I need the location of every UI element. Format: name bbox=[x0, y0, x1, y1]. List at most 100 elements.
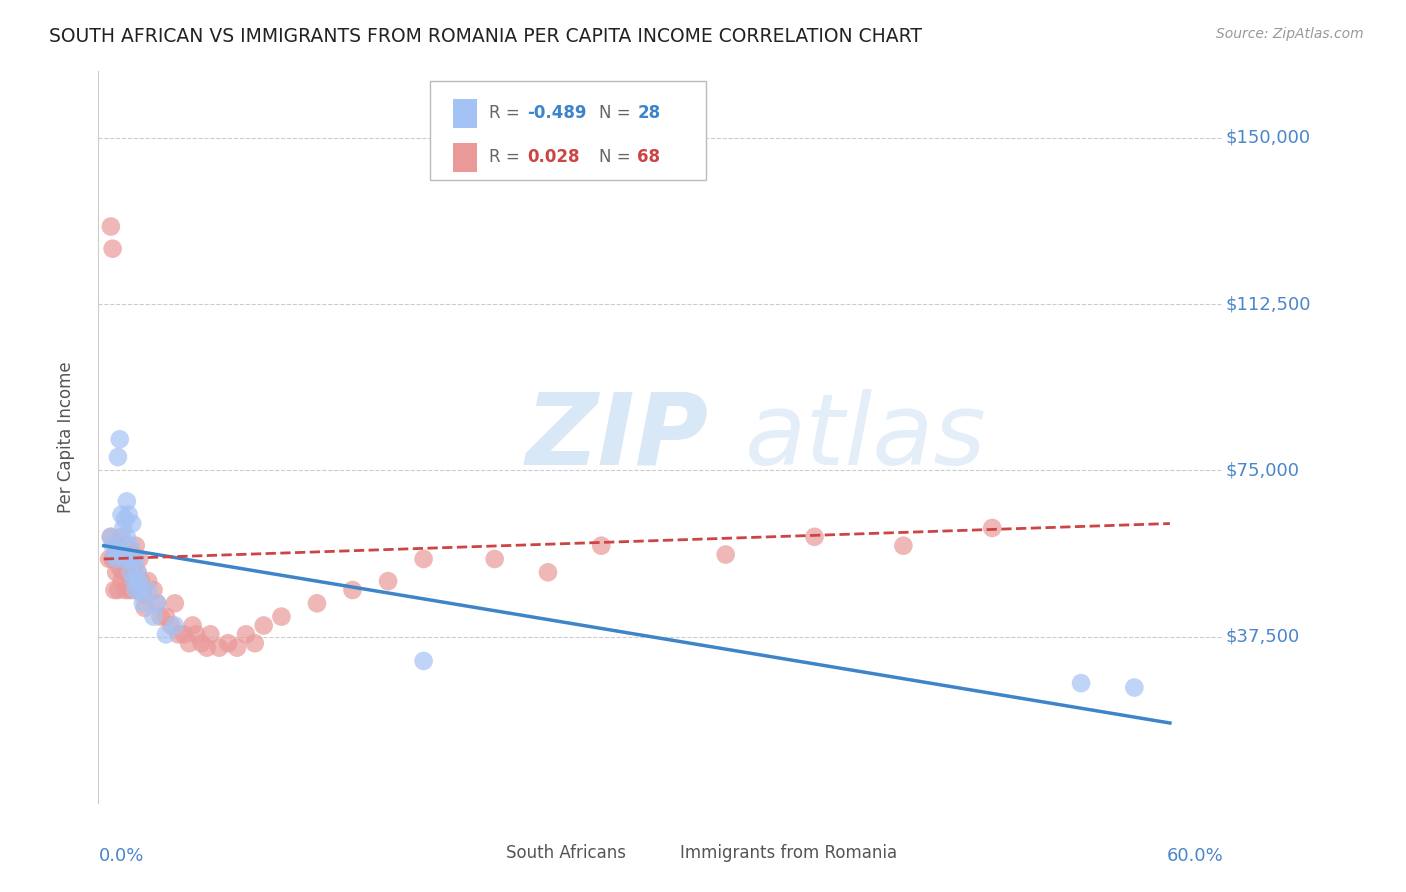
Point bbox=[103, 582, 125, 597]
Point bbox=[803, 530, 825, 544]
Point bbox=[108, 432, 131, 446]
Point bbox=[173, 627, 195, 641]
Point bbox=[253, 618, 276, 632]
FancyBboxPatch shape bbox=[453, 99, 478, 128]
Y-axis label: Per Capita Income: Per Capita Income bbox=[56, 361, 75, 513]
Point bbox=[484, 552, 506, 566]
Point bbox=[120, 566, 142, 580]
FancyBboxPatch shape bbox=[652, 839, 673, 866]
Text: $75,000: $75,000 bbox=[1226, 461, 1299, 479]
Point bbox=[114, 539, 136, 553]
Point bbox=[107, 582, 129, 597]
Point bbox=[125, 582, 148, 597]
Point bbox=[120, 574, 142, 589]
Point bbox=[115, 530, 138, 544]
Text: $150,000: $150,000 bbox=[1226, 128, 1310, 147]
Point bbox=[129, 574, 152, 589]
Point bbox=[125, 574, 148, 589]
Point bbox=[981, 521, 1004, 535]
Point bbox=[200, 627, 222, 641]
Point bbox=[107, 543, 129, 558]
Text: 68: 68 bbox=[637, 148, 661, 166]
Point bbox=[129, 582, 152, 597]
Text: R =: R = bbox=[489, 104, 524, 122]
Point bbox=[114, 512, 136, 526]
Text: R =: R = bbox=[489, 148, 530, 166]
Point bbox=[115, 566, 138, 580]
Point bbox=[105, 566, 128, 580]
Text: ZIP: ZIP bbox=[526, 389, 709, 485]
Point bbox=[125, 539, 148, 553]
Point bbox=[103, 552, 125, 566]
Point bbox=[208, 640, 231, 655]
Point bbox=[1070, 676, 1092, 690]
Point bbox=[132, 596, 155, 610]
Point bbox=[101, 552, 124, 566]
Point bbox=[163, 596, 186, 610]
Point bbox=[127, 566, 149, 580]
Point bbox=[105, 552, 128, 566]
Point bbox=[226, 640, 249, 655]
Point bbox=[136, 574, 159, 589]
Point bbox=[893, 539, 915, 553]
Point bbox=[114, 552, 136, 566]
Point bbox=[305, 596, 328, 610]
Point bbox=[243, 636, 266, 650]
Text: 0.028: 0.028 bbox=[527, 148, 579, 166]
Text: Immigrants from Romania: Immigrants from Romania bbox=[681, 844, 897, 862]
Point bbox=[108, 561, 131, 575]
Point bbox=[103, 548, 125, 562]
Point bbox=[108, 552, 131, 566]
Point bbox=[121, 552, 143, 566]
Point bbox=[190, 636, 212, 650]
Point bbox=[121, 582, 143, 597]
Point bbox=[114, 582, 136, 597]
Point bbox=[122, 566, 145, 580]
Point bbox=[112, 521, 135, 535]
Point bbox=[186, 627, 208, 641]
FancyBboxPatch shape bbox=[453, 143, 478, 172]
Point bbox=[121, 552, 143, 566]
Point bbox=[160, 618, 183, 632]
Point bbox=[120, 543, 142, 558]
Point bbox=[412, 654, 434, 668]
Point bbox=[128, 574, 150, 589]
Point bbox=[149, 609, 172, 624]
Point bbox=[110, 530, 132, 544]
Point bbox=[127, 566, 149, 580]
Point bbox=[134, 600, 156, 615]
Point bbox=[537, 566, 560, 580]
FancyBboxPatch shape bbox=[478, 839, 499, 866]
Point bbox=[1123, 681, 1146, 695]
Point bbox=[112, 566, 135, 580]
Point bbox=[591, 539, 613, 553]
Point bbox=[132, 587, 155, 601]
Point bbox=[122, 574, 145, 589]
Point bbox=[107, 450, 129, 464]
Point bbox=[105, 539, 128, 553]
Point bbox=[125, 552, 148, 566]
Point bbox=[108, 543, 131, 558]
Text: Source: ZipAtlas.com: Source: ZipAtlas.com bbox=[1216, 27, 1364, 41]
Text: atlas: atlas bbox=[745, 389, 987, 485]
Point bbox=[117, 508, 139, 522]
Point bbox=[181, 618, 204, 632]
Text: South Africans: South Africans bbox=[506, 844, 626, 862]
Point bbox=[177, 636, 200, 650]
Point bbox=[714, 548, 737, 562]
Point bbox=[270, 609, 292, 624]
Point bbox=[112, 552, 135, 566]
Text: $37,500: $37,500 bbox=[1226, 628, 1299, 646]
Point bbox=[115, 494, 138, 508]
Point bbox=[146, 596, 169, 610]
Point bbox=[142, 582, 165, 597]
Point bbox=[136, 582, 159, 597]
Point bbox=[128, 552, 150, 566]
Point bbox=[342, 582, 364, 597]
Text: $112,500: $112,500 bbox=[1226, 295, 1310, 313]
Point bbox=[155, 609, 177, 624]
Point bbox=[412, 552, 434, 566]
Point bbox=[117, 552, 139, 566]
FancyBboxPatch shape bbox=[430, 81, 706, 179]
Point bbox=[217, 636, 239, 650]
